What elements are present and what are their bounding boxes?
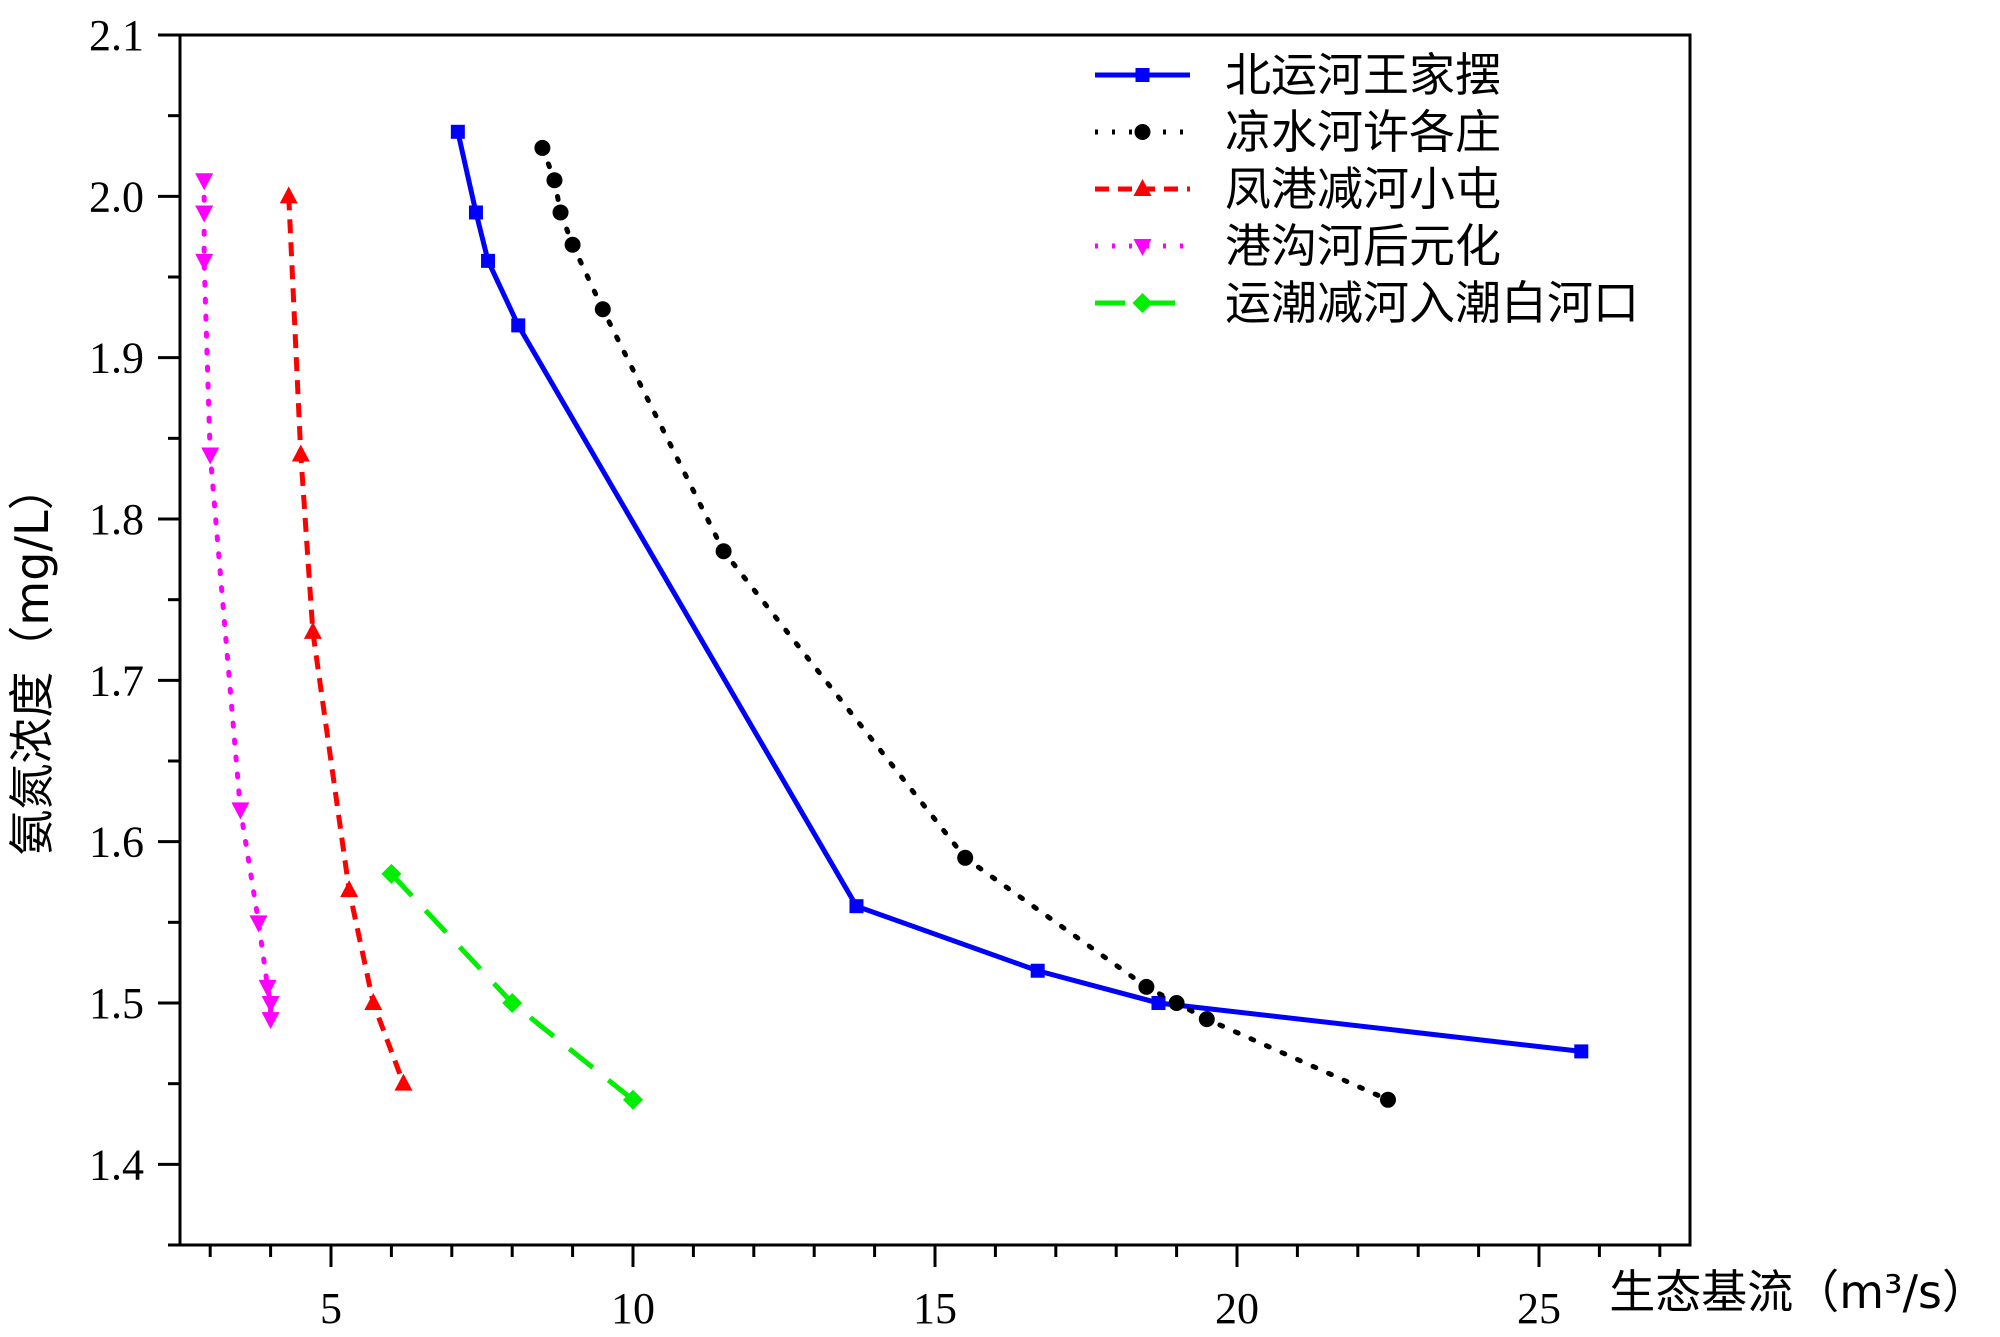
series-5 xyxy=(381,863,643,1110)
data-point xyxy=(546,172,563,189)
legend-item: 运潮减河入潮白河口 xyxy=(1095,276,1639,330)
x-tick-label: 10 xyxy=(611,1284,655,1333)
data-point xyxy=(623,1089,643,1110)
y-tick-label: 1.5 xyxy=(89,979,144,1028)
series-line xyxy=(455,131,1582,1054)
data-point xyxy=(1151,996,1166,1010)
data-point xyxy=(291,444,310,462)
series-line xyxy=(389,872,635,1102)
data-point xyxy=(552,204,569,221)
data-point xyxy=(1380,1091,1396,1108)
y-tick-label: 1.7 xyxy=(89,656,144,705)
data-point xyxy=(364,993,383,1010)
legend-marker xyxy=(1133,179,1152,196)
legend-label: 运潮减河入潮白河口 xyxy=(1225,276,1639,330)
data-point xyxy=(261,1012,280,1030)
data-point xyxy=(258,979,277,997)
data-point xyxy=(957,849,974,866)
legend-item: 北运河王家摆 xyxy=(1095,48,1501,102)
series-line xyxy=(201,177,274,1022)
x-tick-label: 20 xyxy=(1215,1284,1259,1333)
data-point xyxy=(564,236,581,253)
x-tick-label: 25 xyxy=(1517,1284,1561,1333)
legend-label: 港沟河后元化 xyxy=(1225,219,1501,273)
y-axis: 1.4 1.5 1.6 1.7 1.8 1.9 2.0 2.1 xyxy=(89,11,180,1247)
data-point xyxy=(715,543,732,560)
legend-marker xyxy=(1135,68,1150,82)
legend-label: 凉水河许各庄 xyxy=(1225,105,1501,159)
x-tick-label: 5 xyxy=(320,1284,342,1333)
legend-marker xyxy=(1133,239,1152,256)
data-point xyxy=(1574,1044,1589,1059)
x-axis-title: 生态基流（m³/s） xyxy=(1609,1265,1988,1319)
y-tick-label: 2.1 xyxy=(89,11,144,60)
legend-item: 港沟河后元化 xyxy=(1095,219,1501,273)
data-point xyxy=(249,915,268,933)
x-tick-label: 15 xyxy=(913,1284,957,1333)
legend-item: 凉水河许各庄 xyxy=(1095,105,1501,159)
data-point xyxy=(1138,978,1155,995)
y-tick-label: 1.8 xyxy=(89,495,144,544)
data-point xyxy=(1198,1011,1215,1028)
data-point xyxy=(201,447,220,465)
data-point xyxy=(1030,963,1045,978)
plot-frame xyxy=(178,33,1692,1247)
data-point xyxy=(468,205,483,220)
y-tick-label: 1.4 xyxy=(89,1140,144,1189)
data-point xyxy=(534,139,551,156)
legend-marker xyxy=(1134,124,1151,140)
data-point xyxy=(511,318,526,333)
data-point xyxy=(195,253,214,271)
x-axis: 5 10 15 20 25 xyxy=(208,1245,1662,1333)
data-point xyxy=(450,124,465,139)
y-tick-label: 2.0 xyxy=(89,172,144,221)
data-point xyxy=(849,899,864,914)
series-line xyxy=(286,196,406,1085)
series-layer xyxy=(195,124,1589,1110)
legend-marker xyxy=(1132,293,1153,313)
data-point xyxy=(340,880,359,898)
data-point xyxy=(1168,995,1185,1011)
y-axis-title: 氨氮浓度（mg/L） xyxy=(5,464,59,855)
series-3 xyxy=(279,186,413,1091)
data-point xyxy=(481,253,496,268)
data-point xyxy=(303,621,322,639)
series-1 xyxy=(450,124,1589,1059)
data-point xyxy=(195,173,214,191)
series-2 xyxy=(534,139,1396,1108)
series-4 xyxy=(195,173,280,1030)
plot-border xyxy=(178,33,1692,1247)
data-point xyxy=(279,186,298,204)
y-tick-label: 1.9 xyxy=(89,334,144,383)
legend-label: 凤港减河小屯 xyxy=(1225,162,1501,216)
legend-label: 北运河王家摆 xyxy=(1225,48,1501,102)
data-point xyxy=(381,863,402,884)
legend-item: 凤港减河小屯 xyxy=(1095,162,1501,216)
data-point xyxy=(594,301,611,318)
y-tick-label: 1.6 xyxy=(89,818,144,867)
data-point xyxy=(394,1073,413,1091)
data-point xyxy=(261,996,280,1013)
data-point xyxy=(195,205,214,223)
data-point xyxy=(231,802,250,820)
data-point xyxy=(502,993,523,1013)
